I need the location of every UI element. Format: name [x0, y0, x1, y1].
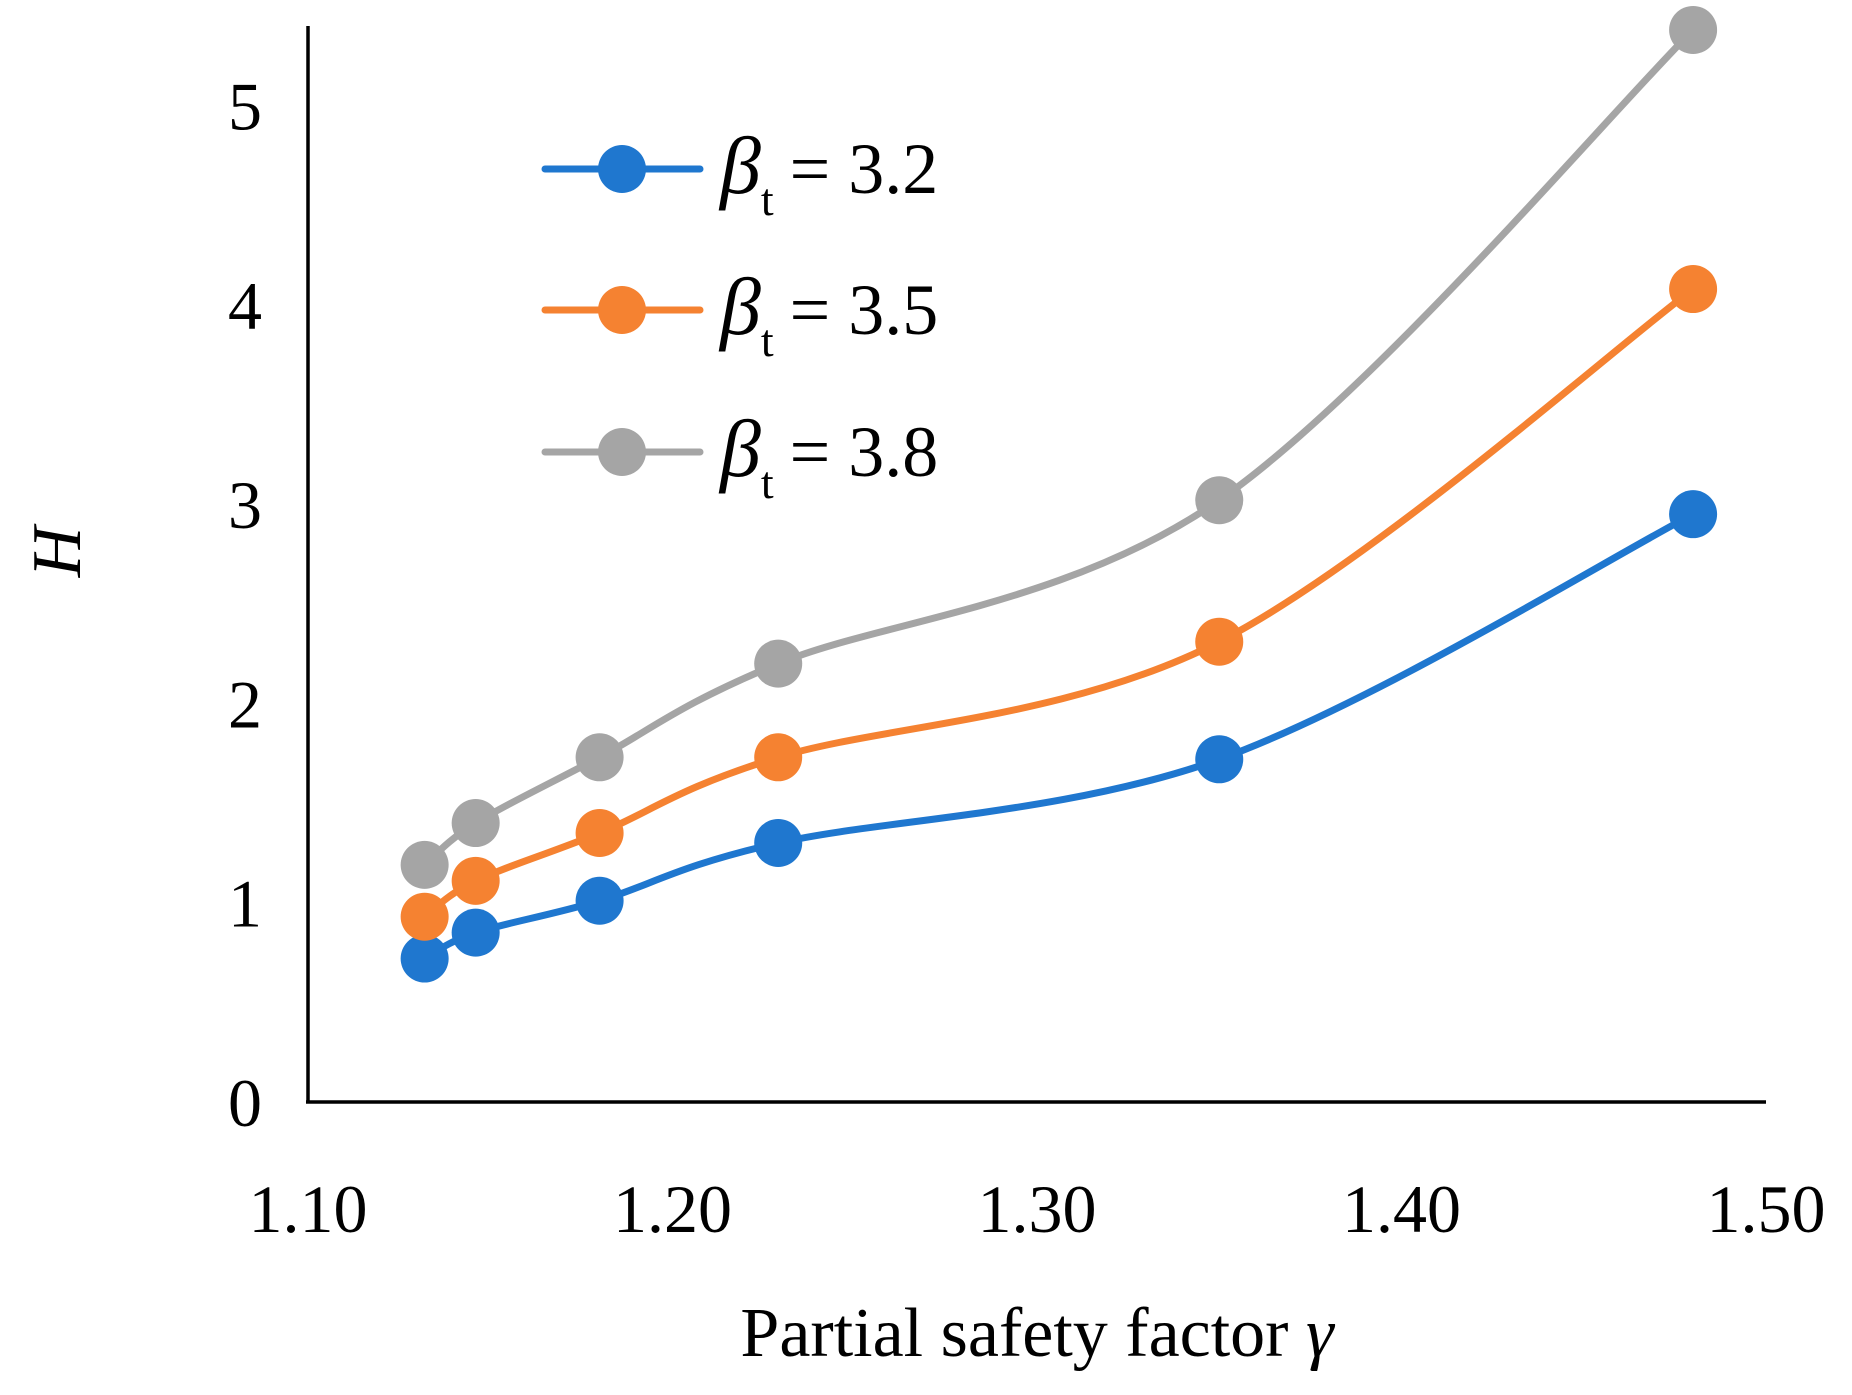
data-point	[400, 934, 449, 983]
legend-symbol: β	[718, 261, 761, 352]
series-layer	[400, 5, 1718, 983]
x-tick-label: 1.40	[1342, 1171, 1461, 1247]
x-tick-label: 1.20	[613, 1171, 732, 1247]
legend-item: βt = 3.8	[541, 403, 938, 508]
y-tick-label: 1	[228, 866, 262, 942]
data-point	[400, 892, 449, 941]
y-tick-labels: 0 1 2 3 4 5	[228, 69, 262, 1141]
legend-label: βt = 3.5	[718, 261, 938, 366]
y-tick-label: 2	[228, 666, 262, 742]
data-point	[575, 876, 624, 925]
x-tick-labels: 1.10 1.20 1.30 1.40 1.50	[249, 1171, 1826, 1247]
data-point	[451, 908, 500, 957]
legend-value: = 3.5	[790, 270, 939, 350]
legend-item: βt = 3.5	[541, 261, 938, 366]
series-line	[421, 510, 1697, 963]
legend-symbol: β	[718, 403, 761, 494]
data-point	[451, 856, 500, 905]
data-point	[1669, 490, 1718, 539]
series-line	[421, 285, 1697, 921]
y-axis-title: H	[19, 523, 96, 578]
legend-value: = 3.8	[790, 412, 939, 492]
series-3	[400, 5, 1718, 889]
legend-subscript: t	[761, 174, 774, 225]
x-axis-symbol: γ	[1306, 1295, 1336, 1372]
data-point	[1195, 617, 1244, 666]
x-tick-label: 1.30	[978, 1171, 1097, 1247]
legend: βt = 3.2βt = 3.5βt = 3.8	[541, 120, 938, 508]
data-point	[754, 818, 803, 867]
data-point	[754, 639, 803, 688]
legend-marker	[598, 286, 646, 334]
data-point	[575, 809, 624, 857]
data-point	[400, 840, 449, 889]
legend-item: βt = 3.2	[541, 120, 938, 225]
x-tick-label: 1.10	[249, 1171, 368, 1247]
data-point	[1669, 5, 1718, 54]
data-point	[1195, 735, 1244, 784]
y-tick-label: 4	[228, 268, 262, 344]
y-tick-label: 0	[228, 1065, 262, 1141]
legend-marker	[598, 145, 646, 193]
y-tick-label: 3	[228, 467, 262, 543]
series-2	[400, 265, 1718, 941]
data-point	[754, 733, 803, 782]
legend-symbol: β	[718, 120, 761, 211]
data-point	[575, 733, 624, 782]
y-tick-label: 5	[228, 69, 262, 145]
series-1	[400, 490, 1718, 983]
legend-subscript: t	[761, 315, 774, 366]
legend-value: = 3.2	[790, 129, 939, 209]
y-axis-label: H	[19, 523, 96, 578]
legend-marker	[598, 428, 646, 476]
legend-label: βt = 3.2	[718, 120, 938, 225]
series-line	[421, 26, 1697, 869]
x-tick-label: 1.50	[1707, 1171, 1826, 1247]
data-point	[451, 799, 500, 848]
legend-subscript: t	[761, 457, 774, 508]
data-point	[1669, 265, 1718, 314]
x-axis-label: Partial safety factor	[740, 1295, 1288, 1372]
x-axis-title: Partial safety factor γ	[740, 1295, 1336, 1372]
legend-label: βt = 3.8	[718, 403, 938, 508]
data-point	[1195, 476, 1244, 525]
